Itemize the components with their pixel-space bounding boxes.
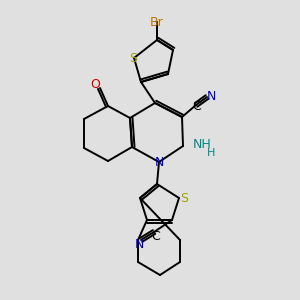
Text: N: N — [154, 155, 164, 169]
Text: S: S — [180, 191, 188, 205]
Text: N: N — [134, 238, 144, 251]
Text: S: S — [129, 52, 137, 64]
Text: H: H — [207, 148, 215, 158]
Text: C: C — [193, 100, 201, 113]
Text: Br: Br — [150, 16, 164, 28]
Text: O: O — [90, 77, 100, 91]
Text: C: C — [152, 230, 160, 244]
Text: N: N — [206, 89, 216, 103]
Text: NH: NH — [193, 139, 211, 152]
